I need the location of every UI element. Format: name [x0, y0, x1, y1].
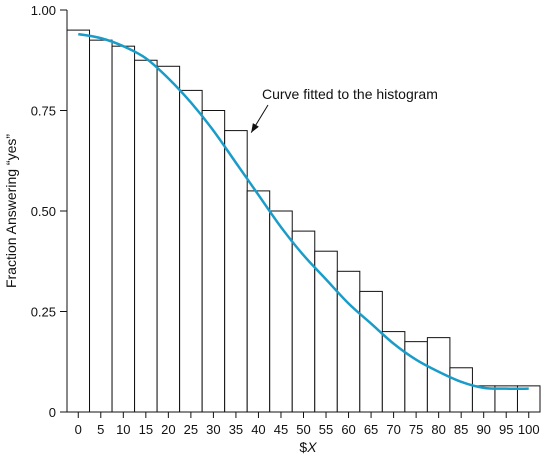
x-tick-label: 85: [454, 422, 468, 437]
y-tick-label: 0.25: [31, 305, 56, 320]
x-tick-label: 70: [386, 422, 400, 437]
histogram-bar: [449, 367, 473, 413]
y-tick-label: 0: [49, 405, 56, 420]
annotation-text: Curve fitted to the histogram: [262, 86, 438, 102]
histogram-bar: [359, 290, 383, 413]
x-tick-label: 25: [184, 422, 198, 437]
x-tick-label: 80: [431, 422, 445, 437]
x-tick-label: 45: [274, 422, 288, 437]
histogram-bar: [246, 190, 271, 413]
x-tick-label: 100: [518, 422, 540, 437]
histogram-bar: [156, 65, 181, 413]
x-tick-label: 55: [319, 422, 333, 437]
x-tick-label: 90: [476, 422, 490, 437]
x-tick-label: 15: [139, 422, 153, 437]
y-axis: 0 0.25 0.50 0.75 1.00: [31, 3, 68, 420]
x-tick-label: 0: [75, 422, 82, 437]
x-tick-label: 30: [206, 422, 220, 437]
x-axis-label: $X: [299, 439, 317, 455]
histogram-bar: [471, 385, 496, 413]
fitted-curve: [78, 32, 529, 390]
x-tick-label: 35: [229, 422, 243, 437]
x-tick-label: 50: [296, 422, 310, 437]
histogram-bar: [291, 230, 316, 413]
x-tick-label: 95: [499, 422, 513, 437]
x-tick-label: 75: [409, 422, 423, 437]
x-axis-label-variable: X: [306, 439, 317, 455]
x-tick-label: 40: [251, 422, 265, 437]
histogram-bar: [111, 45, 136, 413]
y-tick-label: 0.50: [31, 204, 56, 219]
histogram-bar: [336, 270, 361, 413]
histogram-bar: [89, 39, 113, 413]
y-tick-label: 1.00: [31, 3, 56, 18]
y-tick-label: 0.75: [31, 104, 56, 119]
histogram-bar: [134, 59, 158, 413]
histogram-bar: [179, 89, 203, 413]
y-axis-label: Fraction Answering “yes”: [3, 134, 19, 288]
x-tick-label: 60: [341, 422, 355, 437]
histogram-bar: [66, 29, 91, 413]
x-tick-label: 5: [97, 422, 104, 437]
curve-annotation: Curve fitted to the histogram: [250, 86, 438, 133]
x-axis: 0 5 10 15 20 25 30 35 40 45 50 55 60 65 70 75 80 85 90 95 10…: [67, 411, 540, 437]
histogram-bar: [404, 341, 428, 413]
histogram-bar: [269, 210, 293, 413]
x-tick-label: 10: [116, 422, 130, 437]
x-tick-label: 65: [364, 422, 378, 437]
annotation-arrow-head: [251, 123, 259, 133]
x-tick-label: 20: [161, 422, 175, 437]
x-axis-label-prefix: $: [299, 439, 307, 455]
histogram-bar: [314, 250, 338, 413]
histogram-bar: [201, 110, 226, 413]
histogram-bars: [66, 29, 541, 413]
